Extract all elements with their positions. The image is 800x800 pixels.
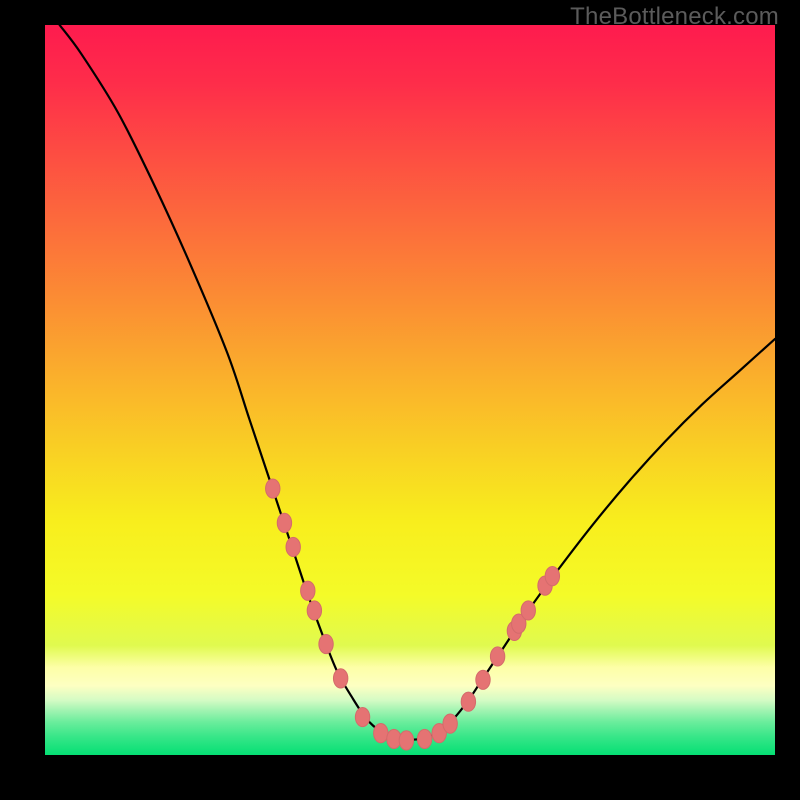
data-marker — [307, 601, 321, 620]
data-marker — [461, 692, 475, 711]
data-marker — [301, 581, 315, 600]
data-marker — [399, 731, 413, 750]
data-marker — [476, 670, 490, 689]
data-marker — [545, 567, 559, 586]
chart-plot — [45, 25, 775, 755]
data-marker — [355, 707, 369, 726]
data-marker — [374, 724, 388, 743]
data-marker — [333, 669, 347, 688]
data-marker — [266, 479, 280, 498]
data-marker — [490, 647, 504, 666]
data-marker — [443, 714, 457, 733]
watermark-text: TheBottleneck.com — [570, 3, 779, 31]
data-marker — [277, 513, 291, 532]
data-marker — [417, 729, 431, 748]
data-marker — [521, 601, 535, 620]
data-marker — [319, 634, 333, 653]
gradient-background — [45, 25, 775, 755]
data-marker — [286, 537, 300, 556]
chart-frame: TheBottleneck.com — [0, 0, 800, 800]
